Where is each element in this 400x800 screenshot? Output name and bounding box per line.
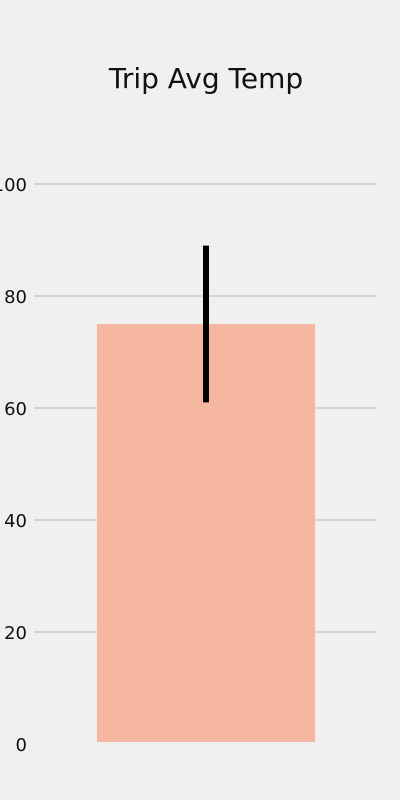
y-tick-label: 60 [4, 399, 27, 420]
y-tick-label: 80 [4, 287, 27, 308]
y-tick-label: 0 [16, 735, 27, 756]
tick-layer: 0 20 40 60 80 100 [0, 175, 27, 756]
y-tick-label: 20 [4, 623, 27, 644]
y-tick-label: 40 [4, 511, 27, 532]
y-tick-label: 100 [0, 175, 27, 196]
chart-title: Trip Avg Temp [108, 62, 303, 95]
